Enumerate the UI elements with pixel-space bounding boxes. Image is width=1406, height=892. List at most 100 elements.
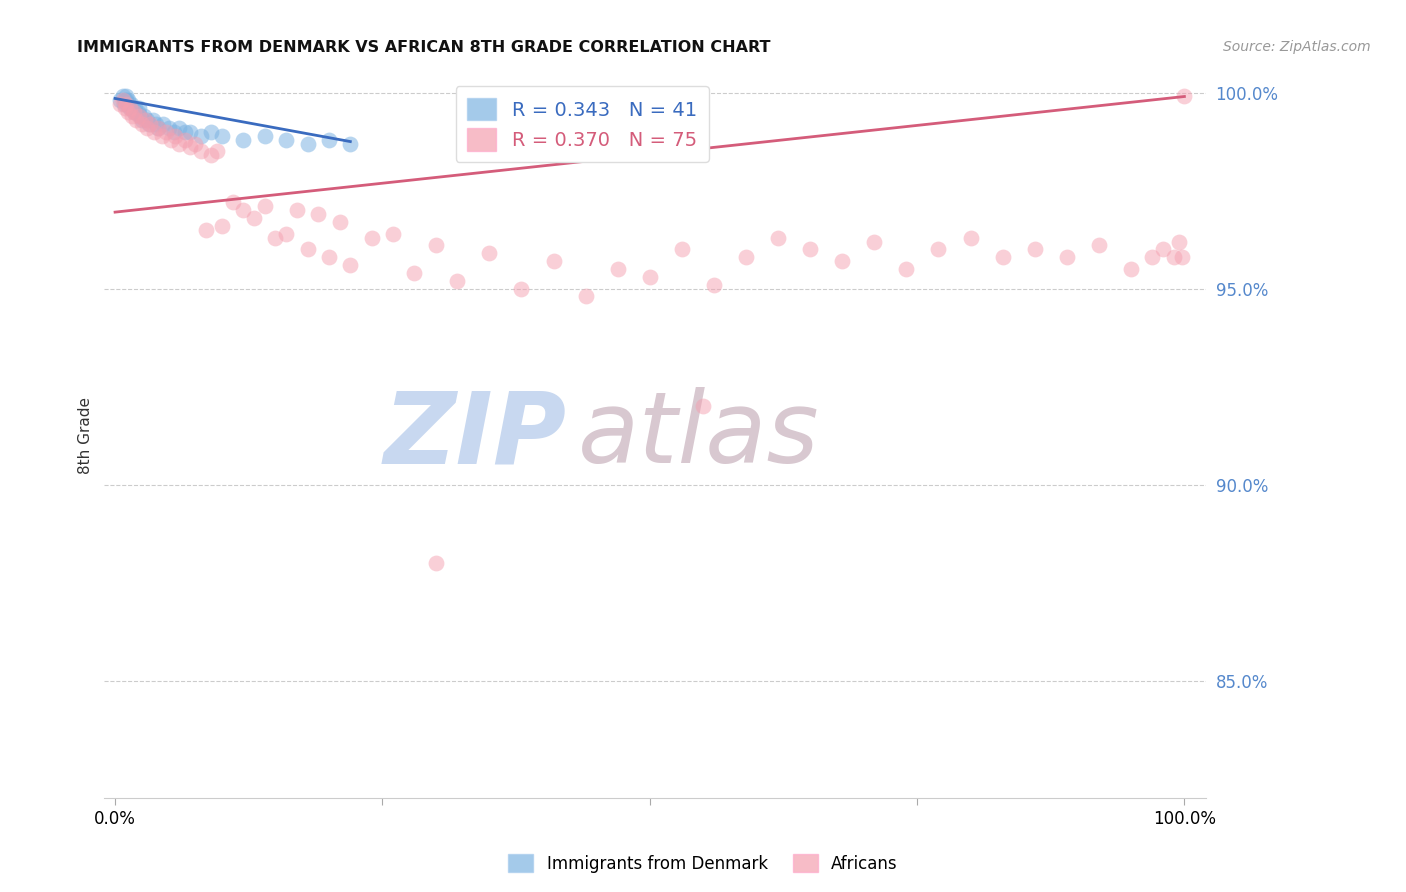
Point xyxy=(146,120,169,135)
Point xyxy=(121,101,143,115)
Point xyxy=(510,282,533,296)
Point xyxy=(139,117,162,131)
Point xyxy=(190,128,212,143)
Point xyxy=(142,125,165,139)
Point xyxy=(307,207,329,221)
Point xyxy=(155,125,177,139)
Text: atlas: atlas xyxy=(578,387,820,484)
Point xyxy=(1088,238,1111,252)
Point xyxy=(1168,235,1191,249)
Point xyxy=(110,97,132,112)
Point xyxy=(318,250,340,264)
Point xyxy=(232,133,254,147)
Point xyxy=(285,203,308,218)
Point xyxy=(200,148,222,162)
Point xyxy=(112,97,135,112)
Point xyxy=(1152,243,1174,257)
Point xyxy=(122,101,145,115)
Point xyxy=(253,199,276,213)
Point xyxy=(264,230,287,244)
Point xyxy=(125,105,148,120)
Point xyxy=(831,254,853,268)
Point xyxy=(136,113,159,128)
Point xyxy=(124,105,146,120)
Point xyxy=(1163,250,1185,264)
Point xyxy=(111,89,134,103)
Point xyxy=(128,109,150,123)
Point xyxy=(205,145,228,159)
Point xyxy=(118,101,141,115)
Point xyxy=(117,94,139,108)
Legend: R = 0.343   N = 41, R = 0.370   N = 75: R = 0.343 N = 41, R = 0.370 N = 75 xyxy=(456,87,709,162)
Point xyxy=(766,230,789,244)
Point xyxy=(114,94,136,108)
Point xyxy=(243,211,266,225)
Point xyxy=(574,289,596,303)
Point xyxy=(110,94,132,108)
Point xyxy=(131,117,153,131)
Point xyxy=(145,117,167,131)
Point xyxy=(114,89,136,103)
Point xyxy=(152,117,174,131)
Point xyxy=(200,125,222,139)
Point xyxy=(1056,250,1078,264)
Point xyxy=(1119,262,1142,277)
Point xyxy=(543,254,565,268)
Point xyxy=(991,250,1014,264)
Point xyxy=(173,125,195,139)
Point xyxy=(276,227,298,241)
Point xyxy=(125,113,148,128)
Point xyxy=(115,97,138,112)
Point xyxy=(211,219,233,233)
Point xyxy=(132,109,155,123)
Text: ZIP: ZIP xyxy=(384,387,567,484)
Point xyxy=(232,203,254,218)
Point xyxy=(179,125,201,139)
Point xyxy=(163,128,186,143)
Point xyxy=(703,277,725,292)
Point xyxy=(138,117,160,131)
Point xyxy=(136,120,159,135)
Point xyxy=(799,243,821,257)
Point xyxy=(606,262,628,277)
Point xyxy=(114,97,136,112)
Point xyxy=(297,136,319,151)
Point xyxy=(124,101,146,115)
Point xyxy=(446,274,468,288)
Point xyxy=(211,128,233,143)
Point xyxy=(124,105,146,120)
Point xyxy=(163,125,186,139)
Point xyxy=(671,243,693,257)
Y-axis label: 8th Grade: 8th Grade xyxy=(79,397,93,474)
Point xyxy=(190,145,212,159)
Point xyxy=(638,269,661,284)
Point xyxy=(735,250,758,264)
Point xyxy=(159,133,181,147)
Point xyxy=(253,128,276,143)
Point xyxy=(167,120,190,135)
Point xyxy=(1171,250,1194,264)
Point xyxy=(959,230,981,244)
Point xyxy=(131,113,153,128)
Text: IMMIGRANTS FROM DENMARK VS AFRICAN 8TH GRADE CORRELATION CHART: IMMIGRANTS FROM DENMARK VS AFRICAN 8TH G… xyxy=(77,40,770,55)
Point xyxy=(360,230,382,244)
Point xyxy=(297,243,319,257)
Point xyxy=(1173,89,1195,103)
Point xyxy=(134,113,156,128)
Point xyxy=(128,109,150,123)
Point xyxy=(425,556,447,570)
Point xyxy=(118,101,141,115)
Point xyxy=(339,258,361,272)
Point xyxy=(1142,250,1164,264)
Point xyxy=(127,105,149,120)
Point xyxy=(157,120,180,135)
Point xyxy=(120,97,142,112)
Point xyxy=(179,140,201,154)
Point xyxy=(425,238,447,252)
Point xyxy=(404,266,426,280)
Point xyxy=(114,94,136,108)
Point xyxy=(128,101,150,115)
Point xyxy=(146,120,169,135)
Point xyxy=(117,105,139,120)
Point xyxy=(927,243,949,257)
